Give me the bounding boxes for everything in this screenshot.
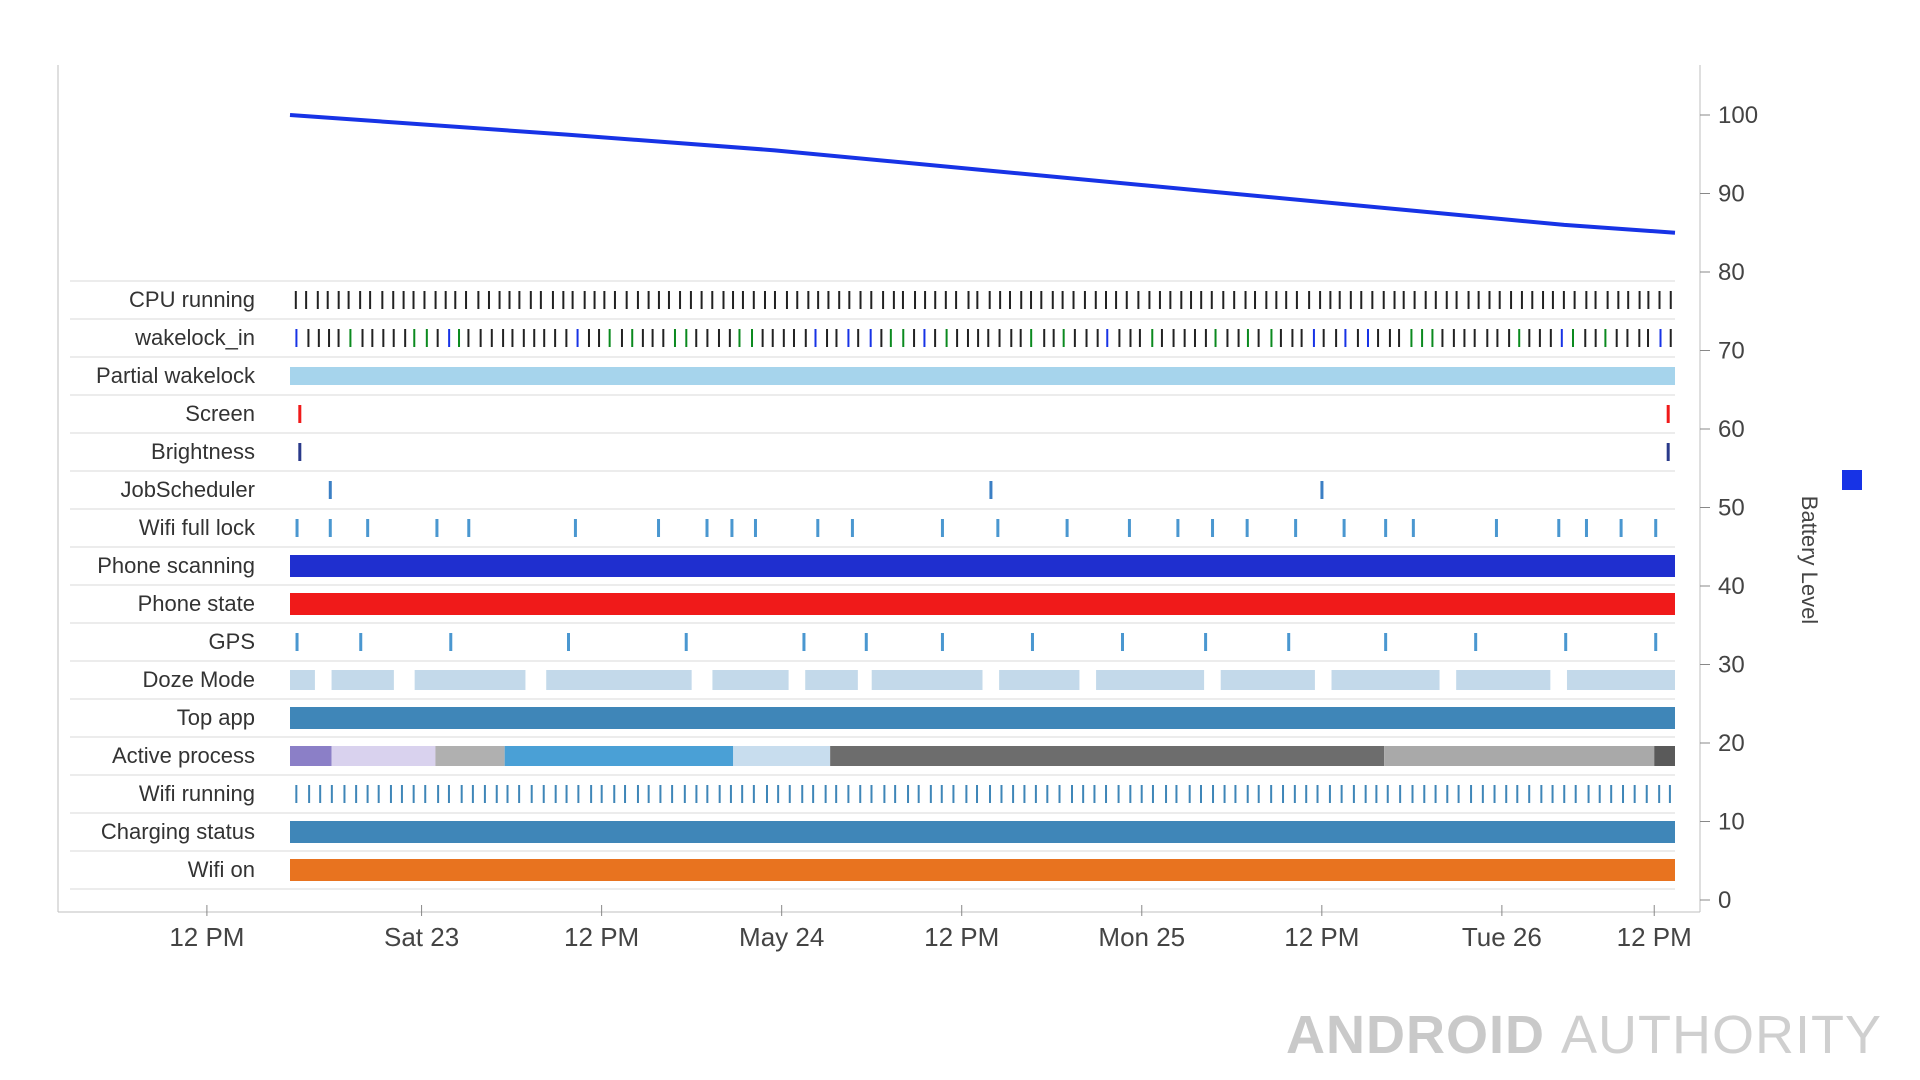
svg-text:20: 20 <box>1718 730 1745 757</box>
svg-text:100: 100 <box>1718 102 1758 129</box>
watermark-light: AUTHORITY <box>1561 1005 1882 1065</box>
svg-text:80: 80 <box>1718 259 1745 286</box>
svg-text:Wifi on: Wifi on <box>188 857 255 882</box>
svg-text:Sat 23: Sat 23 <box>384 922 459 952</box>
svg-text:10: 10 <box>1718 809 1745 836</box>
svg-text:50: 50 <box>1718 495 1745 522</box>
svg-text:60: 60 <box>1718 416 1745 443</box>
svg-text:90: 90 <box>1718 181 1745 208</box>
svg-text:12 PM: 12 PM <box>169 922 244 952</box>
svg-text:12 PM: 12 PM <box>564 922 639 952</box>
watermark-bold: ANDROID <box>1286 1005 1545 1065</box>
svg-text:Wifi running: Wifi running <box>139 781 255 806</box>
svg-text:Active process: Active process <box>112 743 255 768</box>
svg-text:JobScheduler: JobScheduler <box>120 477 255 502</box>
svg-text:Tue 26: Tue 26 <box>1462 922 1542 952</box>
svg-text:0: 0 <box>1718 887 1731 914</box>
svg-text:Doze Mode: Doze Mode <box>142 667 255 692</box>
watermark: ANDROID AUTHORITY <box>1286 1004 1882 1066</box>
svg-text:70: 70 <box>1718 338 1745 365</box>
svg-text:12 PM: 12 PM <box>1617 922 1692 952</box>
svg-text:12 PM: 12 PM <box>1284 922 1359 952</box>
battery-history-chart: 0 10 20 30 40 50 60 70 80 90 100 CPU running wakeloc… <box>0 0 1920 1080</box>
svg-text:12 PM: 12 PM <box>924 922 999 952</box>
svg-text:wakelock_in: wakelock_in <box>134 325 255 350</box>
svg-text:Brightness: Brightness <box>151 439 255 464</box>
svg-text:Screen: Screen <box>185 401 255 426</box>
svg-text:Charging status: Charging status <box>101 819 255 844</box>
svg-text:40: 40 <box>1718 573 1745 600</box>
svg-text:Partial wakelock: Partial wakelock <box>96 363 256 388</box>
svg-text:May 24: May 24 <box>739 922 824 952</box>
svg-text:Mon 25: Mon 25 <box>1098 922 1185 952</box>
svg-text:Top app: Top app <box>177 705 255 730</box>
svg-text:GPS: GPS <box>209 629 255 654</box>
svg-text:Battery Level: Battery Level <box>1797 496 1822 624</box>
svg-text:30: 30 <box>1718 652 1745 679</box>
svg-text:Wifi full lock: Wifi full lock <box>139 515 256 540</box>
svg-text:CPU running: CPU running <box>129 287 255 312</box>
svg-text:Phone scanning: Phone scanning <box>97 553 255 578</box>
svg-text:Phone state: Phone state <box>138 591 255 616</box>
